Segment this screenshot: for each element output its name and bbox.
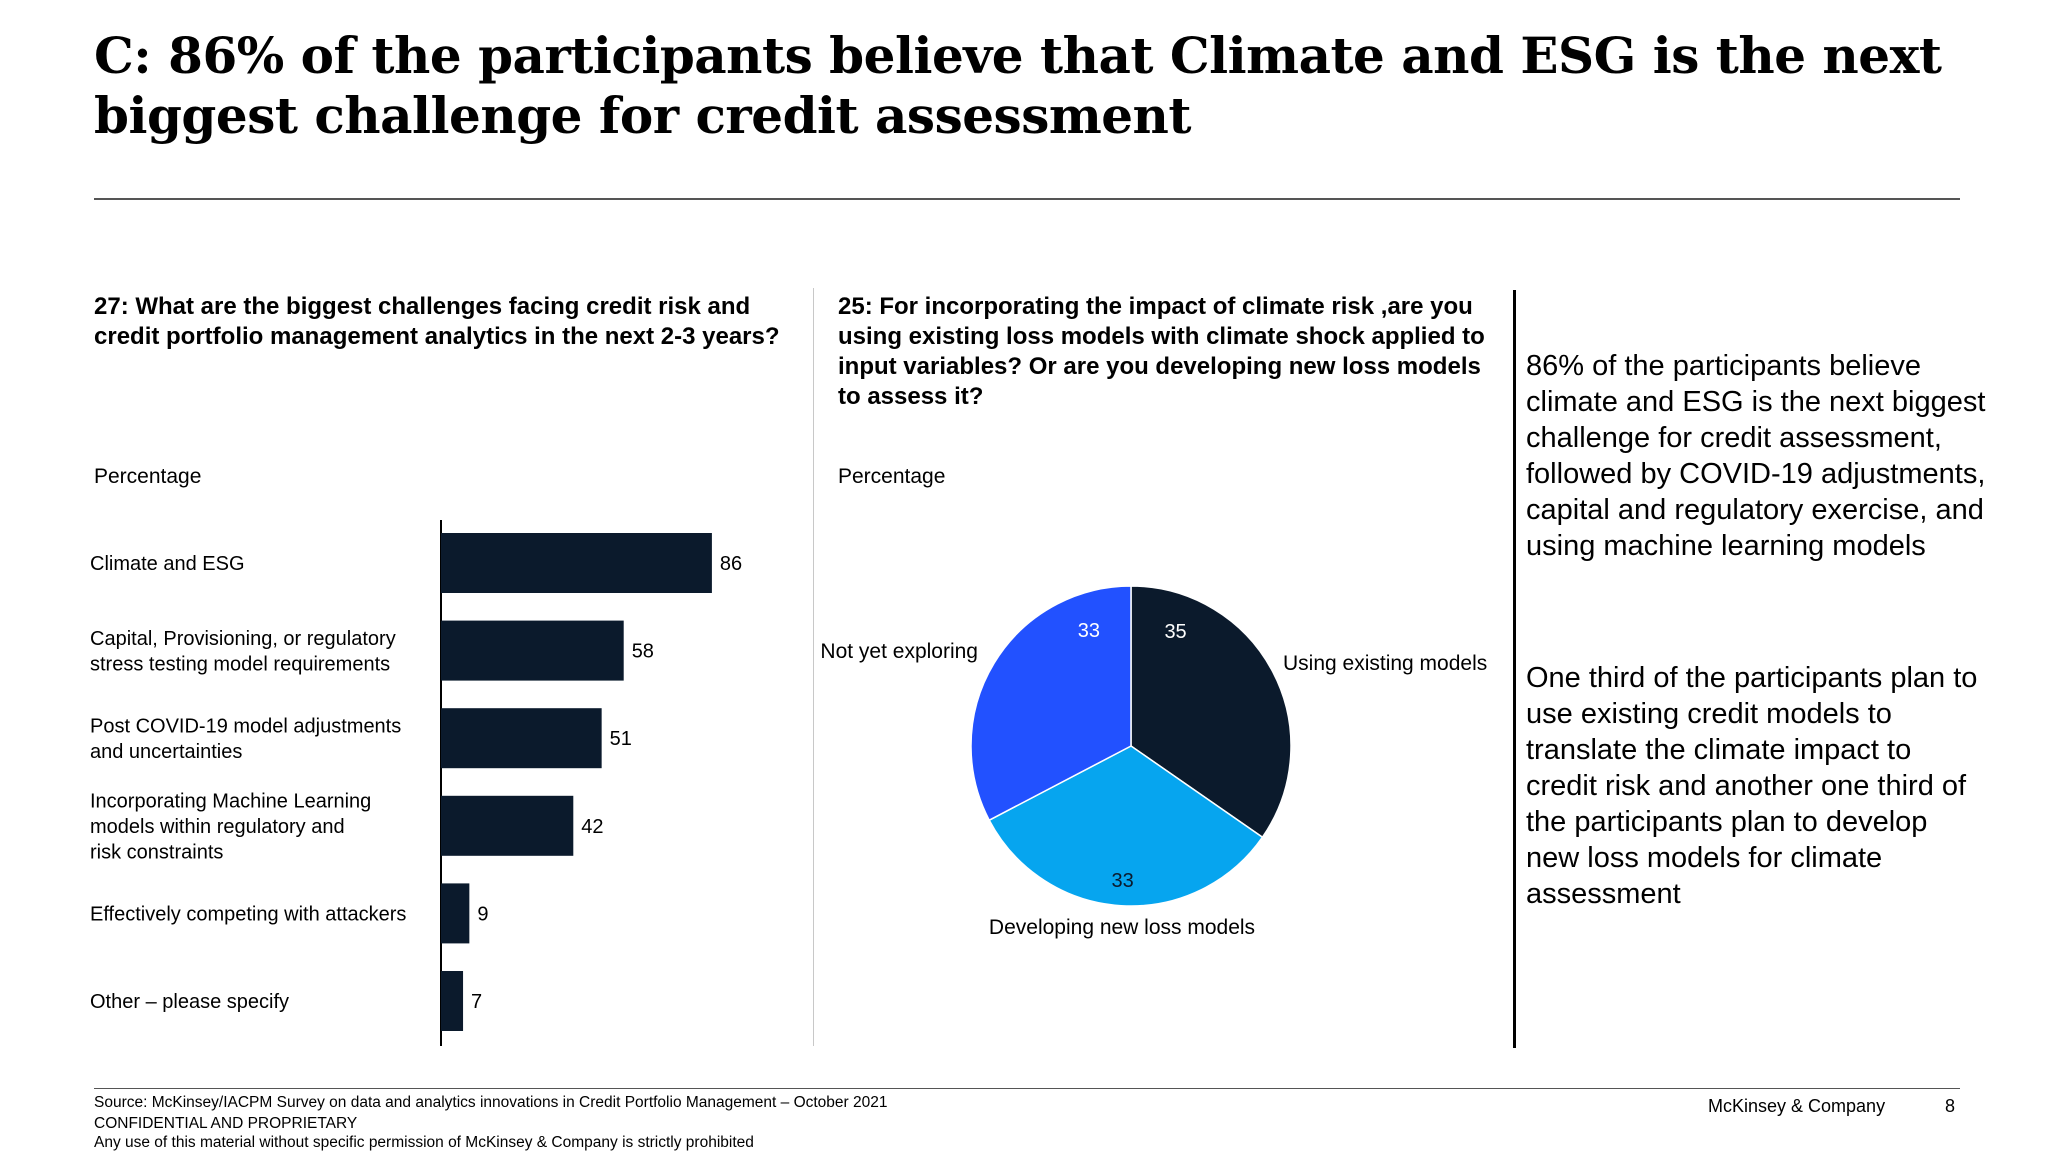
footer-notice: Any use of this material without specifi… — [94, 1134, 754, 1151]
bar-category-label-3: Incorporating Machine Learning models wit… — [90, 790, 371, 863]
pie-value-label-1: 33 — [1112, 870, 1134, 892]
bar-value-label-2: 51 — [610, 728, 632, 750]
bar-value-label-3: 42 — [581, 816, 603, 838]
bar-0 — [441, 533, 712, 593]
footer-source: Source: McKinsey/IACPM Survey on data an… — [94, 1094, 888, 1111]
middle-unit-label: Percentage — [838, 465, 946, 488]
pie-value-label-0: 35 — [1164, 621, 1186, 643]
bar-value-label-4: 9 — [477, 903, 488, 925]
middle-question: 25: For incorporating the impact of clim… — [838, 293, 1485, 410]
footer-confidential: CONFIDENTIAL AND PROPRIETARY — [94, 1115, 358, 1132]
pie-category-label-1: Developing new loss models — [989, 916, 1255, 939]
slide-title: C: 86% of the participants believe that … — [94, 26, 1942, 145]
pie-value-label-2: 33 — [1078, 620, 1100, 642]
pie-category-label-0: Using existing models — [1283, 652, 1487, 675]
bar-category-label-4: Effectively competing with attackers — [90, 903, 406, 925]
pie-chart: 35 Using existing models 33 Developing new … — [820, 585, 1487, 939]
pie-slice-1 — [988, 745, 1264, 907]
bar-category-label-2: Post COVID-19 model adjustments and uncer… — [90, 715, 401, 763]
title-divider — [94, 198, 1960, 200]
bar-value-label-1: 58 — [632, 641, 654, 663]
bar-chart: 86 Climate and ESG 58 Capital, Provisioning… — [90, 520, 742, 1046]
bar-3 — [441, 795, 574, 856]
bar-category-label-5: Other – please specify — [90, 991, 289, 1013]
pie-slice-0 — [1130, 585, 1292, 839]
pie-slice-2 — [970, 585, 1132, 822]
callout-loss-models: One third of the participants plan to us… — [1526, 662, 1978, 910]
brand-name: McKinsey & Company — [1708, 1096, 1886, 1116]
pie-category-label-2: Not yet exploring — [820, 640, 978, 663]
left-question: 27: What are the biggest challenges faci… — [94, 293, 780, 350]
callout-climate: 86% of the participants believe climate … — [1526, 350, 1986, 562]
footer-divider — [94, 1088, 1960, 1089]
bar-value-label-0: 86 — [720, 553, 742, 575]
bar-category-label-1: Capital, Provisioning, or regulatory stre… — [90, 628, 396, 676]
page-number: 8 — [1945, 1096, 1956, 1116]
left-unit-label: Percentage — [94, 465, 202, 488]
bar-category-label-0: Climate and ESG — [90, 553, 245, 575]
bar-2 — [441, 708, 602, 769]
bar-4 — [441, 883, 470, 944]
bar-value-label-5: 7 — [471, 991, 482, 1013]
bar-5 — [441, 971, 464, 1031]
callout-divider — [1513, 290, 1516, 1048]
bar-1 — [441, 620, 624, 681]
panel-divider — [813, 288, 814, 1046]
